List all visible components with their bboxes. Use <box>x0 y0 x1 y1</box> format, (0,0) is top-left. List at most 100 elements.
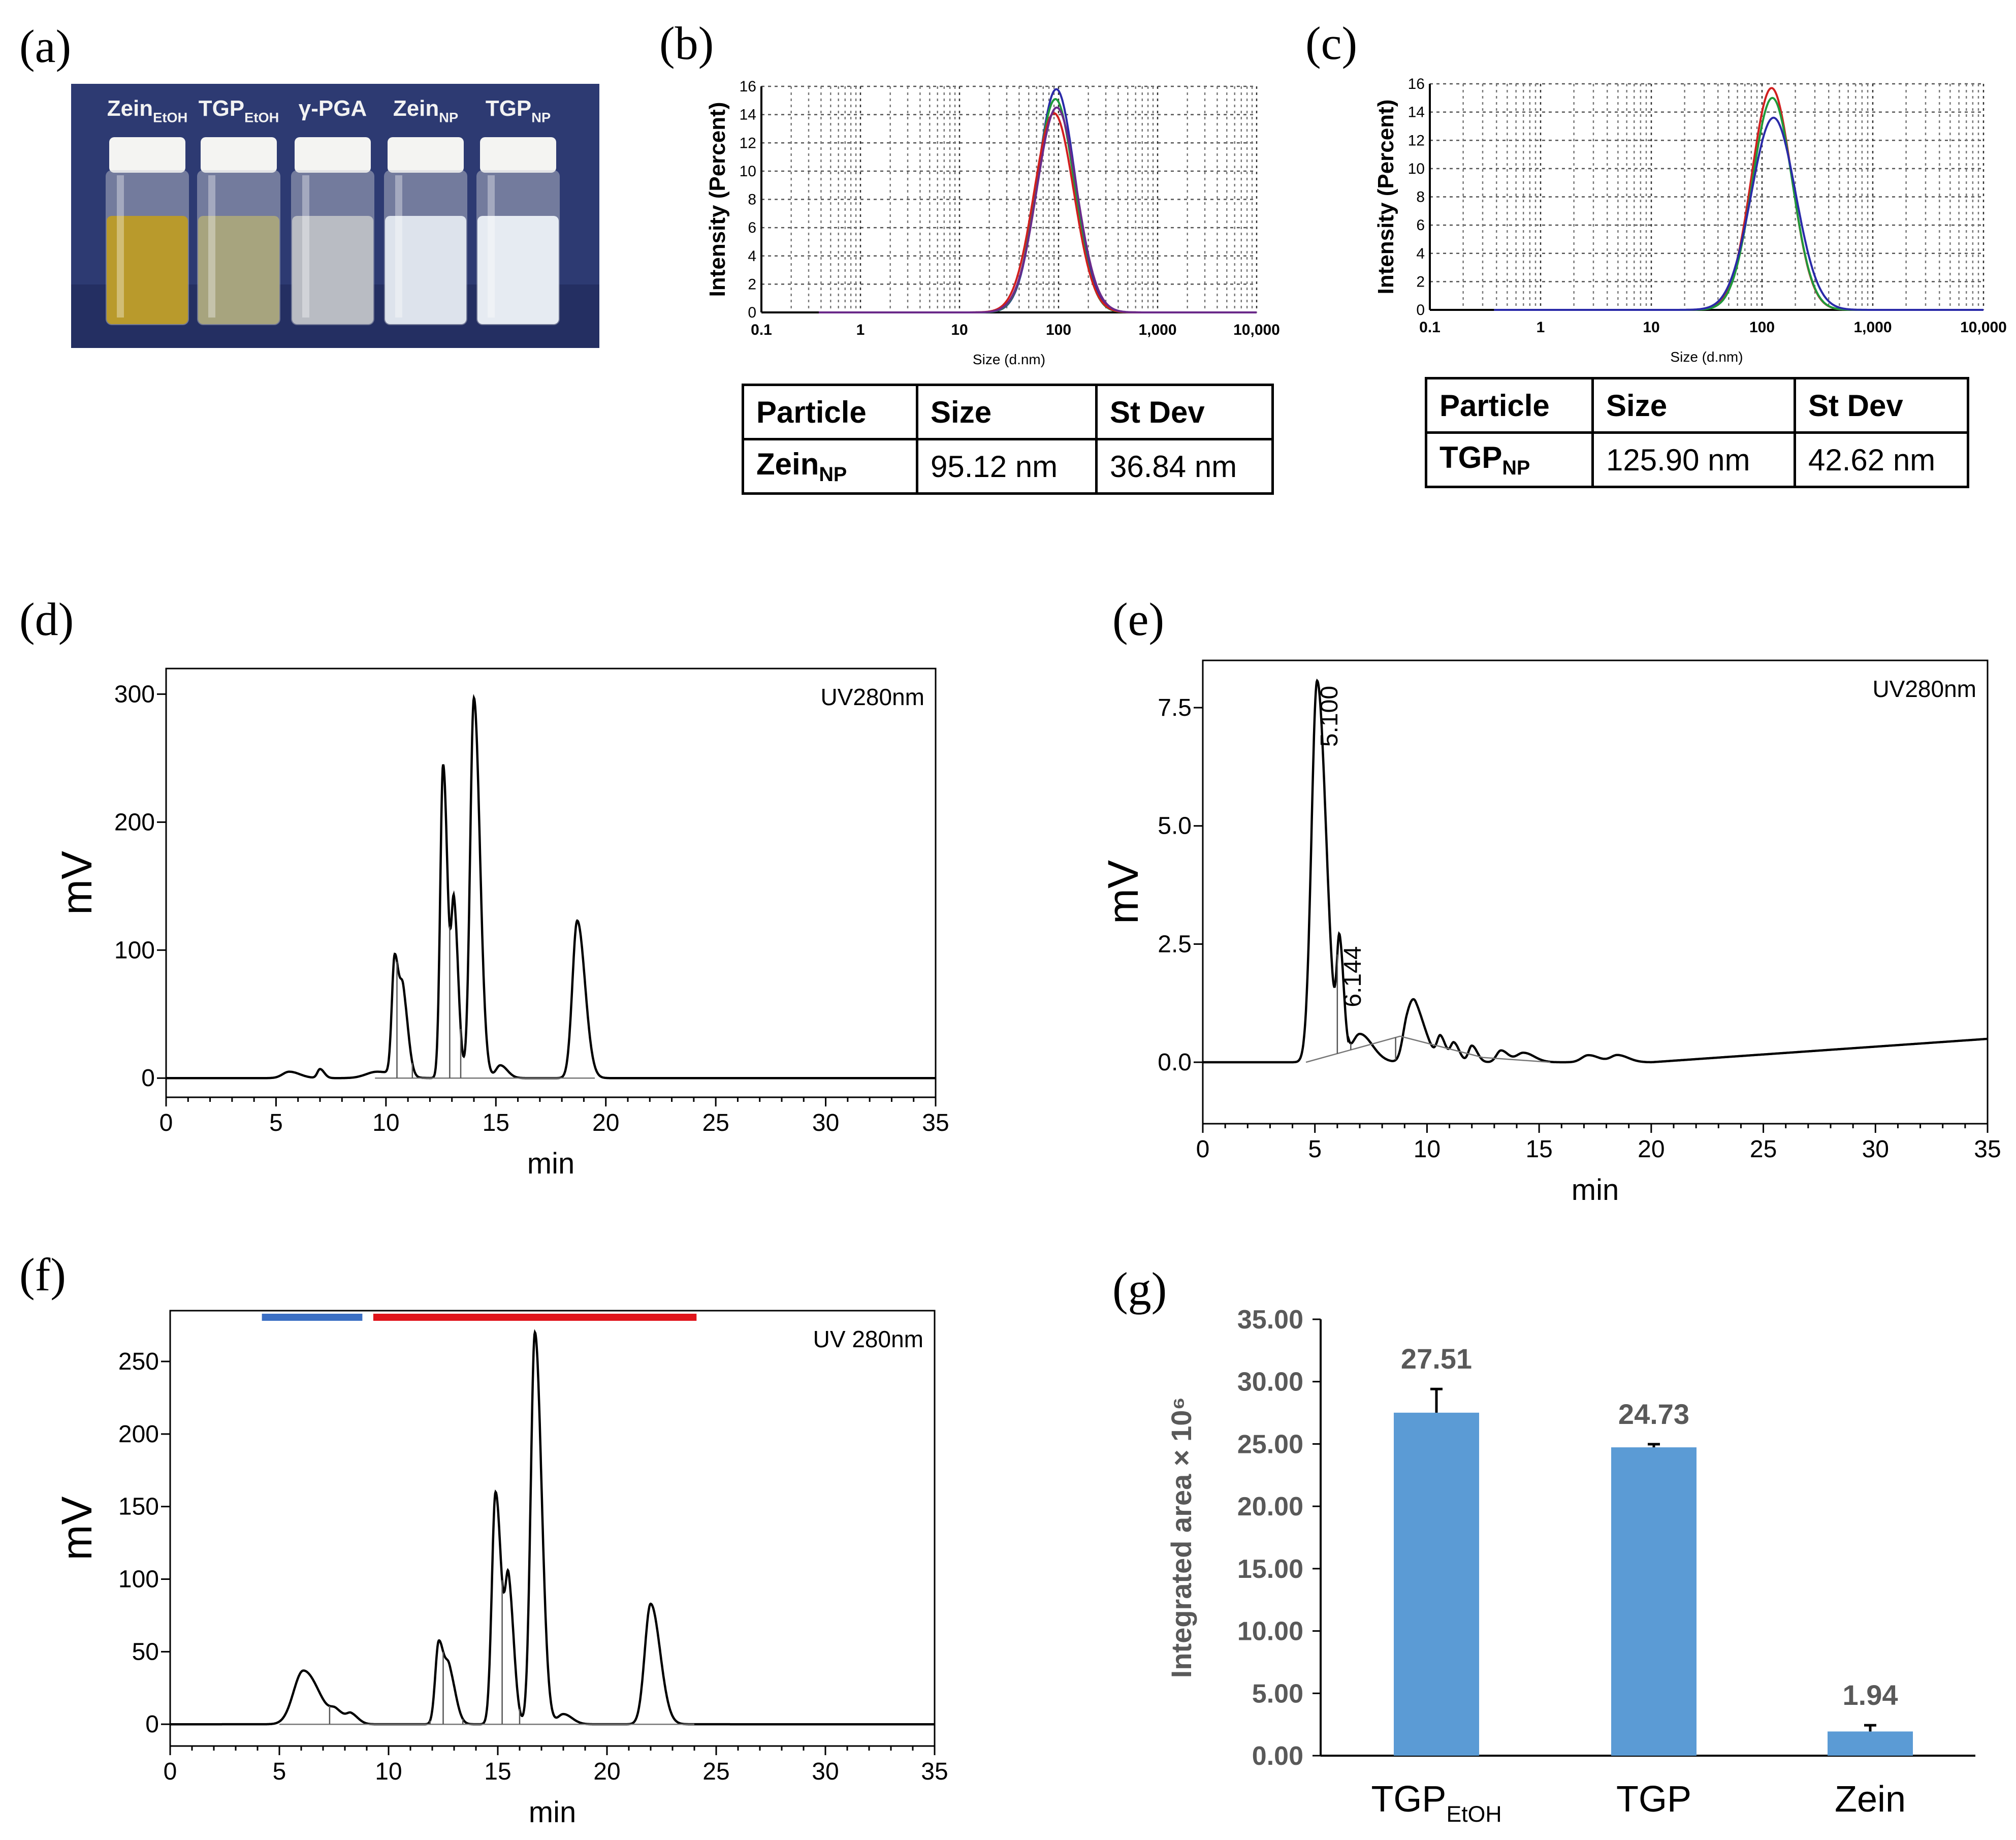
category-label-base: Zein <box>1835 1779 1906 1820</box>
panel-label-d: (d) <box>19 593 74 645</box>
particle-subscript: NP <box>1502 457 1530 479</box>
y-tick-label: 2 <box>1416 273 1425 290</box>
y-tick-label: 2 <box>748 276 756 293</box>
size-table-c: Particle Size St Dev TGPNP 125.90 nm 42.… <box>1425 377 1969 488</box>
bar <box>1611 1447 1697 1756</box>
dls-series-line <box>1494 87 1983 311</box>
x-tick-label: 30 <box>1862 1136 1889 1163</box>
y-axis-title: Intensity (Percent) <box>1373 100 1398 295</box>
x-tick-label: 10 <box>951 322 968 338</box>
y-tick-label: 25.00 <box>1237 1430 1303 1459</box>
x-tick-label: 0 <box>1196 1136 1210 1163</box>
category-label: TGP <box>1616 1779 1691 1820</box>
vial-highlight <box>488 175 495 318</box>
particle-name: ZeinNP <box>742 438 918 495</box>
vial-label: TGPEtOH <box>199 96 279 125</box>
x-tick-label: 1 <box>856 322 865 338</box>
plot-frame <box>169 1310 936 1747</box>
y-axis-title: Integrated area × 10⁶ <box>1165 1397 1197 1678</box>
category-label-subscript: EtOH <box>1446 1802 1501 1827</box>
x-axis-title: min <box>1572 1173 1619 1207</box>
x-tick-label: 1,000 <box>1853 319 1892 336</box>
y-tick-label: 250 <box>118 1348 159 1375</box>
vial-highlight <box>302 175 309 318</box>
hplc-chart-e: 0 5 10 15 20 25 30 35 0.0 2.5 5.0 7.5 min mV UV280nm 5.… <box>1099 659 2001 1207</box>
vial-highlight <box>395 175 402 318</box>
y-tick-label: 30.00 <box>1237 1368 1303 1397</box>
x-tick-label: 20 <box>1638 1136 1665 1163</box>
particle-size: 95.12 nm <box>916 438 1098 495</box>
dls-series-line <box>819 98 1257 313</box>
particle-base: TGP <box>1439 440 1502 474</box>
bar-value-label: 1.94 <box>1843 1679 1898 1711</box>
vial-highlight <box>208 175 215 318</box>
y-tick-label: 20.00 <box>1237 1492 1303 1521</box>
bar <box>1828 1731 1913 1756</box>
x-tick-label: 1,000 <box>1138 322 1176 338</box>
header-size: Size <box>1591 377 1796 434</box>
y-tick-label: 150 <box>118 1494 159 1520</box>
x-tick-label: 5 <box>1308 1136 1322 1163</box>
header-size: Size <box>916 384 1098 440</box>
x-tick-label: 30 <box>812 1109 839 1136</box>
vial-label: TGPNP <box>486 96 551 125</box>
dls-series-line <box>819 106 1257 313</box>
y-tick-label: 200 <box>118 1421 159 1448</box>
vial-photo: ZeinEtOH TGPEtOH γ-PGA ZeinNP TGPNP <box>71 84 599 348</box>
y-axis-title: Intensity (Percent) <box>705 102 730 297</box>
fraction-bar <box>373 1314 697 1321</box>
vial-label: ZeinNP <box>393 96 458 125</box>
x-tick-label: 10 <box>1643 319 1659 336</box>
integration-baseline <box>1305 1035 1551 1063</box>
y-tick-label: 200 <box>114 809 155 836</box>
x-tick-label: 0 <box>159 1109 173 1136</box>
vial-liquid <box>292 216 373 324</box>
vial-label-subscript: NP <box>531 109 551 125</box>
peak-retention-label: 6.144 <box>1339 946 1366 1007</box>
y-tick-label: 5.0 <box>1158 813 1192 840</box>
x-axis-title: min <box>527 1147 574 1180</box>
y-tick-label: 5.00 <box>1252 1679 1303 1708</box>
x-tick-label: 20 <box>592 1109 619 1136</box>
x-tick-label: 0.1 <box>751 322 772 338</box>
x-tick-label: 25 <box>702 1758 729 1785</box>
bar <box>1394 1412 1479 1756</box>
x-tick-label: 0.1 <box>1419 319 1441 336</box>
bar-value-label: 27.51 <box>1401 1343 1472 1375</box>
hplc-chart-f: 0 5 10 15 20 25 30 35 0 50 100 150 200 250 min mV UV 280… <box>53 1310 948 1829</box>
vial-label: ZeinEtOH <box>107 96 188 125</box>
x-tick-label: 0 <box>164 1758 177 1785</box>
chromatogram-trace <box>166 694 936 1080</box>
y-tick-label: 15.00 <box>1237 1555 1303 1584</box>
panel-label-g: (g) <box>1112 1263 1167 1315</box>
x-tick-label: 100 <box>1046 322 1071 338</box>
vial-label-base: Zein <box>393 96 439 121</box>
vial-label-subscript: EtOH <box>153 109 187 125</box>
vial-highlight <box>117 175 124 318</box>
vial-label-subscript: EtOH <box>244 109 279 125</box>
chromatogram-trace <box>1203 678 1988 1064</box>
vial-label-base: γ-PGA <box>299 96 367 121</box>
y-tick-label: 10 <box>1408 161 1425 177</box>
y-tick-label: 0 <box>141 1065 155 1092</box>
y-tick-label: 16 <box>740 78 756 95</box>
dls-series-line <box>819 88 1257 313</box>
panel-label-c: (c) <box>1305 17 1357 69</box>
x-tick-label: 20 <box>593 1758 620 1785</box>
y-tick-label: 100 <box>118 1566 159 1593</box>
x-axis-title: Size (d.nm) <box>1670 349 1743 365</box>
y-tick-label: 4 <box>748 248 756 265</box>
fraction-bar <box>262 1314 363 1321</box>
detector-label: UV 280nm <box>813 1326 923 1352</box>
plot-frame <box>165 668 937 1098</box>
category-label-base: TGP <box>1371 1779 1446 1820</box>
y-tick-label: 300 <box>114 681 155 708</box>
x-axis-title: min <box>529 1796 576 1829</box>
x-tick-label: 10,000 <box>1233 322 1280 338</box>
y-tick-label: 12 <box>740 135 756 151</box>
vial-cap <box>201 137 277 173</box>
chromatogram-trace <box>170 1329 935 1726</box>
y-tick-label: 8 <box>748 192 756 208</box>
size-table-b: Particle Size St Dev ZeinNP 95.12 nm 36.… <box>742 384 1274 495</box>
